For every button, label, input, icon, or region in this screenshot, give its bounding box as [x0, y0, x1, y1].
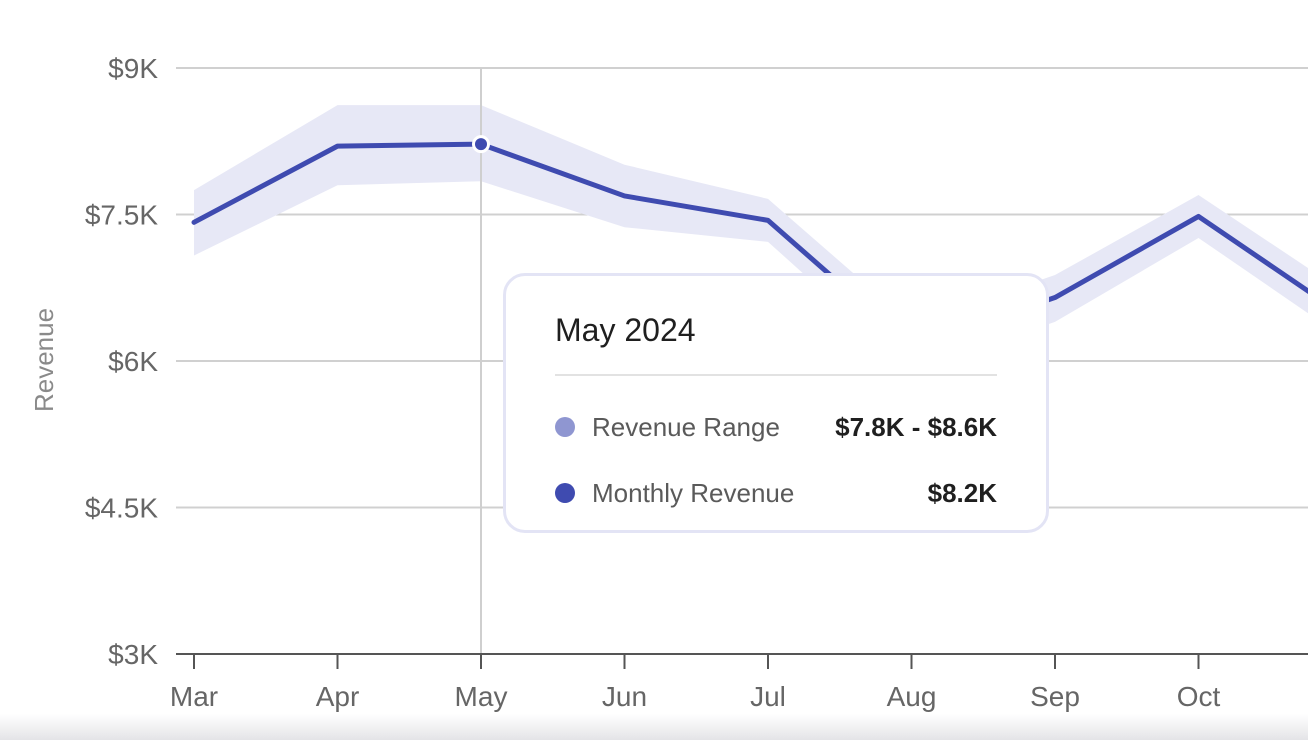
chart-tooltip: May 2024 Revenue Range $7.8K - $8.6K Mon…	[503, 273, 1049, 533]
y-tick-label: $6K	[108, 346, 158, 377]
x-tick-label: Jul	[750, 681, 786, 712]
y-tick-label: $9K	[108, 53, 158, 84]
tooltip-range-label: Revenue Range	[592, 411, 780, 442]
revenue-legend-dot	[555, 483, 575, 503]
range-legend-dot	[555, 417, 575, 437]
tooltip-revenue-label: Monthly Revenue	[592, 477, 795, 508]
x-tick-label: Aug	[887, 681, 937, 712]
x-tick-label: Mar	[170, 681, 218, 712]
tooltip-revenue-value: $8.2K	[927, 477, 997, 508]
x-tick-label: Apr	[316, 681, 360, 712]
y-tick-label: $7.5K	[85, 200, 158, 231]
tooltip-range-value: $7.8K - $8.6K	[835, 411, 997, 442]
x-tick-label: Sep	[1030, 681, 1080, 712]
y-tick-label: $3K	[108, 639, 158, 670]
x-tick-label: Jun	[602, 681, 647, 712]
y-tick-label: $4.5K	[85, 493, 158, 524]
tooltip-title: May 2024	[555, 312, 696, 348]
monthly-revenue-line-layer	[191, 135, 1308, 349]
tooltip-row-revenue: Monthly Revenue $8.2K	[555, 460, 997, 526]
hovered-data-point	[472, 135, 490, 154]
y-axis-title: Revenue	[29, 308, 59, 412]
axes: $3K $4.5K $6K $7.5K $9K Mar Apr May Jun Jul Aug Sep…	[85, 53, 1308, 712]
monthly-revenue-line	[191, 141, 1308, 349]
tooltip-divider	[555, 374, 997, 376]
x-tick-label: May	[455, 681, 508, 712]
x-tick-label: Oct	[1177, 681, 1221, 712]
tooltip-row-range: Revenue Range $7.8K - $8.6K	[555, 394, 997, 460]
